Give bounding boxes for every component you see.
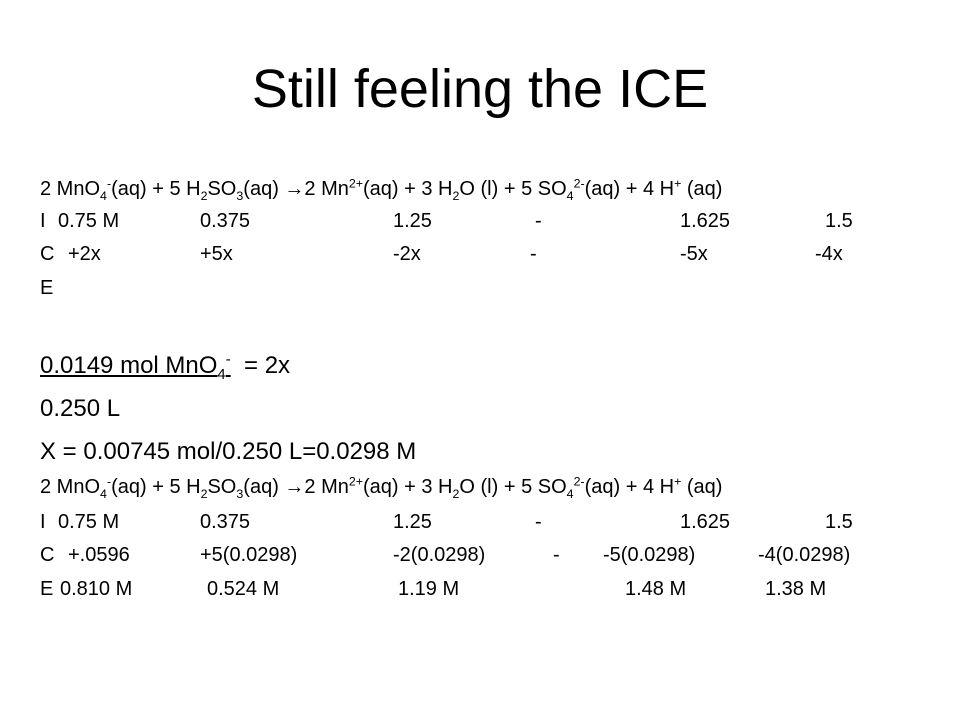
ice-cell: - [535,210,542,232]
text-run: O (l) + 5 SO [459,178,567,200]
subscript: 3 [236,487,244,501]
ice-cell: - [530,243,537,265]
text-run: SO [207,476,237,498]
ice-cell: - [535,511,542,533]
ice-cell: - [553,544,560,566]
ice-cell: 1.25 [393,511,432,533]
text-run: 0.0149 mol MnO [40,352,218,379]
equation: 2 MnO4-(aq) + 5 H2SO3(aq) →2 Mn2+(aq) + … [40,176,723,203]
row-label: I [40,511,46,533]
text-run: 2 MnO [40,476,101,498]
text-run: (aq) + 4 H [584,476,675,498]
ice-cell: 1.5 [825,210,853,232]
row-label: E [40,578,54,600]
text-run: (aq) [681,476,723,498]
ice-cell: 1.625 [680,511,731,533]
equals: = 2x [244,352,291,379]
text-run: (aq) →2 Mn [243,178,349,200]
ice-cell: 0.75 M [58,210,120,232]
text-run: SO [207,178,237,200]
superscript: 2- [573,176,585,191]
text-run: (aq) + 4 H [584,178,675,200]
ice-cell: 0.524 M [207,578,280,600]
numerator: 0.0149 mol MnO4- [40,352,231,382]
superscript: - [106,474,112,489]
subscript: 2 [200,189,208,203]
ice-cell: 0.375 [200,511,251,533]
slide-title: Still feeling the ICE [251,59,709,119]
equation: 2 MnO4-(aq) + 5 H2SO3(aq) →2 Mn2+(aq) + … [40,474,723,501]
row-label: C [40,243,55,265]
ice-cell: 0.375 [200,210,251,232]
ratio-line: 0.0149 mol MnO4- = 2x [40,352,291,382]
row-label: I [40,210,46,232]
row-label: C [40,544,55,566]
denominator: 0.250 L [40,395,121,422]
text-run: (aq) + 5 H [111,476,201,498]
ice-cell: -5(0.0298) [603,544,696,566]
ice-cell: 1.625 [680,210,731,232]
subscript: 4 [100,189,107,203]
subscript: 4 [217,366,226,383]
subscript: 2 [452,487,460,501]
subscript: 4 [566,189,574,203]
text-run: (aq) →2 Mn [243,476,349,498]
ice-cell: 1.25 [393,210,432,232]
subscript: 3 [236,189,244,203]
text-run: 2 MnO [40,178,101,200]
ice-cell: -2x [393,243,421,265]
ice-cell: -5x [680,243,708,265]
superscript: 2+ [348,474,364,489]
text-run: (aq) + 5 H [111,178,201,200]
row-label: E [40,277,54,299]
superscript: - [225,352,231,368]
ice-cell: 1.48 M [625,578,687,600]
ice-cell: 1.38 M [765,578,827,600]
ice-cell: 0.75 M [58,511,120,533]
ice-cell: +2x [68,243,101,265]
text-run: (aq) [681,178,723,200]
superscript: 2+ [348,176,364,191]
text-run: (aq) + 3 H [363,178,453,200]
ice-cell: +5(0.0298) [200,544,298,566]
text-run: (aq) + 3 H [363,476,453,498]
ice-cell: 0.810 M [60,578,133,600]
ice-cell: -4x [815,243,843,265]
ice-cell: +.0596 [68,544,130,566]
subscript: 2 [200,487,208,501]
subscript: 2 [452,189,460,203]
ice-cell: -2(0.0298) [393,544,486,566]
superscript: + [674,176,682,191]
superscript: 2- [573,474,585,489]
ice-cell: 1.5 [825,511,853,533]
ice-cell: +5x [200,243,233,265]
subscript: 4 [566,487,574,501]
text-run: O (l) + 5 SO [459,476,567,498]
ice-cell: -4(0.0298) [758,544,851,566]
superscript: + [674,474,682,489]
superscript: - [106,176,112,191]
ice-cell: 1.19 M [398,578,460,600]
subscript: 4 [100,487,107,501]
result: X = 0.00745 mol/0.250 L=0.0298 M [40,438,417,465]
